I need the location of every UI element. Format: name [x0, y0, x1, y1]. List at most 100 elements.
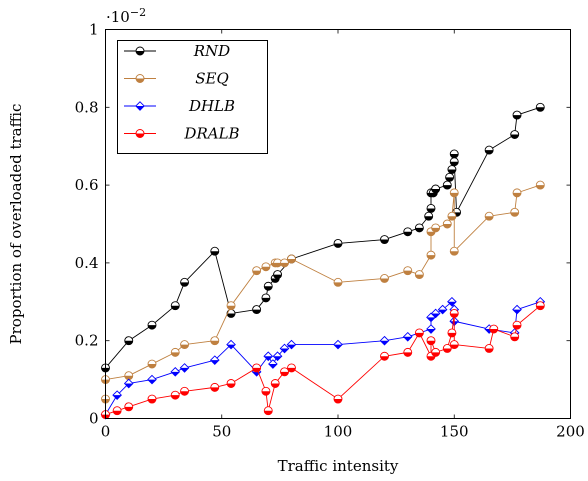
- legend: RND SEQ DHLB DRALB: [117, 40, 268, 154]
- point-rnd-3-outline: [170, 301, 180, 311]
- legend-marker-rnd: [135, 46, 145, 56]
- point-dhlb-11-fill: [273, 356, 282, 361]
- legend-label-rnd: RND: [193, 42, 230, 60]
- point-dhlb-7-outline: [226, 339, 236, 350]
- point-dralb-17-outline: [414, 328, 424, 338]
- point-dralb-28-outline: [512, 320, 522, 330]
- point-dhlb-3-outline: [147, 374, 157, 385]
- point-dralb-8-fill: [252, 367, 261, 372]
- point-rnd-14-fill: [380, 239, 389, 244]
- point-seq-21-fill: [443, 224, 452, 228]
- point-rnd-21: [431, 184, 441, 194]
- point-rnd-24-fill: [447, 169, 456, 174]
- point-seq-26-fill: [510, 212, 519, 217]
- point-dhlb-12-fill: [280, 348, 289, 353]
- point-rnd-21-fill: [431, 188, 440, 193]
- point-dralb-23-outline: [449, 309, 459, 318]
- point-rnd-18-outline: [426, 203, 436, 213]
- point-rnd-15: [403, 227, 413, 237]
- point-rnd-28: [484, 145, 494, 155]
- point-dralb-22: [447, 328, 457, 338]
- point-rnd-29: [510, 130, 520, 139]
- point-seq-4-fill: [171, 352, 180, 357]
- point-dralb-1-outline: [112, 406, 122, 416]
- point-dralb-6-fill: [210, 387, 219, 392]
- point-seq-22: [447, 211, 457, 221]
- point-seq-11: [273, 258, 282, 268]
- point-seq-21: [442, 219, 452, 229]
- point-dhlb-14-fill: [333, 344, 343, 349]
- point-dralb-27-outline: [510, 332, 520, 342]
- point-dhlb-3: [147, 374, 157, 385]
- point-seq-20-fill: [431, 227, 440, 232]
- x-tick-label-4: 200: [556, 423, 585, 441]
- point-dralb-12-fill: [280, 371, 289, 376]
- legend-marker-dralb-outline: [135, 129, 145, 138]
- point-dralb-15-fill: [380, 356, 389, 361]
- point-rnd-6-fill: [227, 313, 236, 318]
- point-dralb-11: [270, 379, 280, 388]
- point-seq-20-outline: [431, 223, 441, 233]
- point-rnd-29-outline: [510, 130, 520, 139]
- y-tick-label-3: 0.6: [75, 176, 99, 194]
- point-dhlb-14-outline: [333, 339, 343, 350]
- point-dhlb-17: [426, 324, 436, 334]
- legend-marker-rnd-fill: [136, 51, 144, 55]
- y-tick-label-5: 1: [89, 21, 99, 39]
- point-seq-15-fill: [380, 278, 389, 283]
- point-dhlb-10: [268, 359, 278, 369]
- point-seq-18: [426, 250, 436, 260]
- point-dhlb-15-fill: [380, 340, 389, 345]
- point-dralb-17-fill: [415, 332, 424, 337]
- series-dralb: [101, 301, 545, 420]
- point-dhlb-1: [112, 390, 122, 400]
- legend-marker-dralb: [135, 129, 145, 138]
- point-seq-4: [170, 347, 180, 357]
- point-rnd-7: [252, 305, 262, 315]
- point-rnd-31-fill: [536, 107, 545, 112]
- point-dralb-27-fill: [510, 336, 519, 341]
- point-rnd-5-fill: [210, 251, 219, 256]
- point-seq-5: [180, 340, 190, 350]
- point-dralb-24-outline: [449, 340, 459, 350]
- point-seq-6: [210, 336, 220, 346]
- point-dhlb-6: [209, 355, 220, 365]
- point-dralb-27: [510, 332, 520, 342]
- point-dralb-5-outline: [180, 386, 190, 396]
- point-seq-2-fill: [124, 375, 133, 380]
- point-rnd-11-outline: [273, 270, 282, 280]
- point-dralb-25: [484, 344, 494, 353]
- point-seq-24: [449, 246, 459, 256]
- point-dralb-9-outline: [261, 386, 271, 396]
- legend-marker-dralb-fill: [136, 133, 144, 138]
- point-dhlb-20-outline: [437, 304, 448, 315]
- point-dhlb-19-fill: [431, 313, 440, 318]
- point-seq-3-outline: [147, 359, 157, 369]
- point-rnd-20-fill: [429, 192, 438, 197]
- point-rnd-29-fill: [510, 134, 519, 139]
- point-dralb-10-outline: [263, 406, 273, 416]
- point-rnd-18-fill: [427, 208, 435, 213]
- point-seq-3: [147, 359, 157, 369]
- point-seq-23: [449, 188, 459, 198]
- point-dhlb-12-outline: [279, 343, 290, 354]
- point-dralb-28: [512, 320, 522, 330]
- point-dralb-12-outline: [280, 367, 289, 377]
- point-rnd-1: [124, 336, 134, 346]
- point-seq-11-fill: [273, 262, 282, 267]
- point-seq-27-fill: [513, 192, 522, 197]
- point-rnd-17-fill: [424, 216, 433, 221]
- point-rnd-3-fill: [171, 305, 180, 310]
- y-scale-note: ·10−2: [106, 6, 146, 26]
- point-dhlb-9-outline: [263, 351, 274, 362]
- axis-ticks: 0 50 100 150 200 0 0.2 0.4 0.6 0.8 1: [75, 21, 585, 441]
- point-dhlb-3-fill: [147, 379, 157, 384]
- point-dhlb-20: [437, 304, 448, 315]
- point-dralb-13-fill: [287, 367, 296, 372]
- point-dhlb-16-fill: [403, 336, 412, 342]
- legend-marker-seq-fill: [136, 78, 144, 83]
- point-rnd-4-fill: [180, 282, 189, 287]
- point-rnd-8-fill: [261, 297, 270, 302]
- y-tick-label-2: 0.4: [75, 254, 99, 272]
